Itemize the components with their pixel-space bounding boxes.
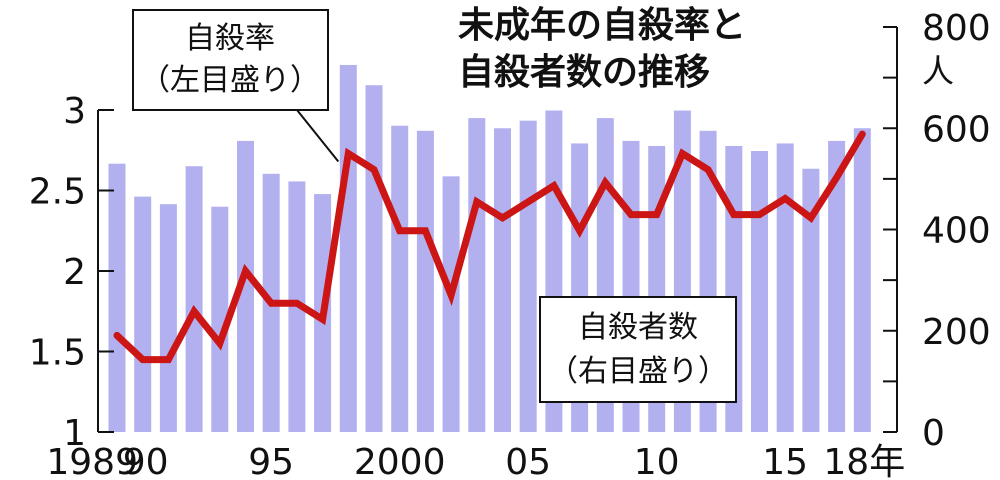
bar-2015 xyxy=(776,143,794,432)
annotation-leader-path xyxy=(280,109,340,163)
left-tick-label: 2.5 xyxy=(29,172,86,213)
x-tick-label: 18年 xyxy=(823,442,905,480)
right-tick-label: 600 xyxy=(922,109,991,150)
bar-1994 xyxy=(237,140,254,432)
annotation-count: 自殺者数 （右目盛り） xyxy=(539,296,737,403)
bar-2017 xyxy=(828,140,846,432)
annotation-count-line2: （右目盛り） xyxy=(548,354,728,389)
bar-2000 xyxy=(391,125,409,432)
chart-title-line-1: 未成年の自殺率と xyxy=(458,5,746,46)
x-tick-label: 90 xyxy=(123,442,169,480)
annotation-leader-line xyxy=(280,109,340,163)
bar-2003 xyxy=(468,118,486,432)
bar-2018 xyxy=(853,128,871,432)
bar-1989 xyxy=(108,163,126,432)
right-tick-label: 200 xyxy=(922,312,991,353)
bar-1992 xyxy=(185,166,203,432)
right-tick-label: 400 xyxy=(922,211,991,252)
annotation-count-box xyxy=(539,296,737,403)
annotation-rate-line2: （左目盛り） xyxy=(140,63,320,98)
x-tick-label: 95 xyxy=(248,442,294,480)
left-tick-label: 3 xyxy=(63,91,86,132)
x-tick-label: 2000 xyxy=(354,442,446,480)
x-tick-label: 15 xyxy=(762,442,808,480)
x-tick-label: 05 xyxy=(505,442,551,480)
line-series-rate xyxy=(113,130,866,364)
chart-title-line-2: 自殺者数の推移 xyxy=(458,52,710,93)
right-axis-ticks: 0 200 400 600 800 xyxy=(883,8,991,454)
x-tick-label: 10 xyxy=(634,442,680,480)
annotation-count-line1: 自殺者数 xyxy=(578,310,698,345)
annotation-rate-box xyxy=(132,9,329,111)
left-tick-label: 1 xyxy=(63,413,86,454)
bar-1993 xyxy=(211,206,229,432)
left-tick-label: 2 xyxy=(63,252,86,293)
bar-1999 xyxy=(365,85,383,432)
bar-series-suicides xyxy=(108,64,871,432)
left-axis-ticks: 1 1.5 2 2.5 3 xyxy=(29,91,114,454)
bar-2014 xyxy=(751,151,768,432)
annotation-rate: 自殺率 （左目盛り） xyxy=(132,9,329,111)
right-axis-unit: 人 xyxy=(922,52,954,90)
right-tick-label: 800 xyxy=(922,8,991,49)
bar-2001 xyxy=(416,130,434,432)
left-tick-label: 1.5 xyxy=(29,333,86,374)
bar-1991 xyxy=(159,204,177,432)
bar-2004 xyxy=(494,128,511,432)
right-tick-label: 0 xyxy=(922,413,945,454)
bar-2016 xyxy=(802,168,820,432)
bar-1998 xyxy=(339,64,357,432)
bar-1990 xyxy=(134,196,152,432)
annotation-rate-line1: 自殺率 xyxy=(185,21,275,56)
x-tick-label: 1989 xyxy=(46,442,138,480)
rate-line-path xyxy=(113,130,866,364)
bar-2005 xyxy=(519,120,537,432)
